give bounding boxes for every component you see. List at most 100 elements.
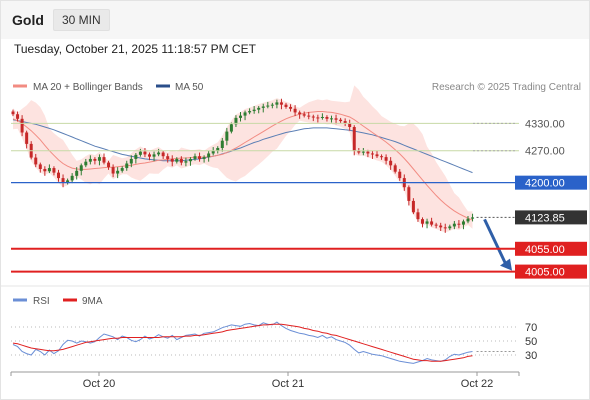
candle-body [289,106,293,109]
candle-body [361,151,365,153]
candle-body [452,223,456,227]
credit-text: Research © 2025 Trading Central [432,82,581,93]
candle-body [198,156,202,159]
candle-body [75,170,79,176]
candle-body [461,221,465,225]
candle-body [348,123,352,128]
candle-body [170,158,174,162]
level-tag-label-4055.00: 4055.00 [525,244,565,256]
candle-body [307,115,311,117]
level-tag-label-4123.85: 4123.85 [525,212,565,224]
timestamp: Tuesday, October 21, 2025 11:18:57 PM CE… [14,42,256,56]
candle-body [38,164,42,169]
candle-body [243,112,247,116]
candle-body [102,157,106,163]
candle-body [448,226,452,229]
rsi-tick-70: 70 [525,322,537,334]
candle-body [293,108,297,113]
ma50-legend-label: MA 50 [175,82,204,93]
candle-body [411,200,415,213]
candle-body [380,156,384,158]
bollinger-band [13,85,473,233]
forecast-arrow-head [500,258,512,271]
candle-body [416,212,420,220]
level-tag-4055.00 [515,241,587,256]
candle-body [166,156,170,159]
candle-body [302,114,306,116]
candle-body [70,175,74,181]
candle-body [111,167,115,174]
candle-body [184,161,188,163]
candle-body [43,168,47,172]
candle-body [421,219,424,224]
candle-body [125,163,129,169]
ma50-line [12,119,473,174]
level-tag-label-4200.00: 4200.00 [525,178,565,190]
candle-body [425,221,429,224]
candle-body [25,132,29,144]
candle-body [220,140,224,148]
interval-button[interactable]: 30 MIN [53,9,110,31]
candle-body [88,158,92,162]
candle-body [357,150,361,153]
level-tag-label-4005.00: 4005.00 [525,267,565,279]
candle-body [466,218,470,222]
candle-body [339,119,343,122]
candle-body [61,178,65,183]
level-tag-4200.00 [515,175,587,190]
x-tick-label: Oct 21 [272,378,304,390]
candle-body [93,158,97,161]
candle-body [343,121,347,124]
candle-body [175,158,179,162]
candle-body [398,171,402,179]
candle-body [157,152,161,155]
candle-body [366,151,370,154]
candle-body [216,147,220,151]
candle-body [229,124,233,132]
candle-body [430,221,434,225]
candle-body [325,116,329,119]
rsi-legend-label: RSI [33,296,50,307]
candle-body [188,158,192,162]
candle-body [270,104,274,106]
candle-body [384,157,388,161]
candle-body [225,131,229,141]
candle-body [375,154,379,157]
candle-body [393,165,397,172]
candle-body [152,154,156,157]
level-label-4270.00: 4270.00 [525,146,565,158]
candle-body [52,168,56,173]
price-panel [11,85,512,271]
forecast-arrow-shaft [483,218,508,266]
candle-body [34,157,38,165]
candle-body [434,224,438,226]
candle-body [138,151,142,155]
candle-body [257,107,261,110]
candle-body [11,111,15,115]
price-levels: 4330.00 4270.00 4200.00 4123.85 4055.00 4005.… [11,118,587,279]
candle-body [116,170,120,174]
rsi-ma-line [12,323,473,362]
rsi-tick-50: 50 [525,336,537,348]
candle-body [16,114,20,119]
candle-body [47,168,51,172]
ma20-legend-label: MA 20 + Bollinger Bands [33,82,143,93]
candle-body [389,160,393,166]
candle-body [284,104,288,107]
candle-body [207,153,211,158]
x-tick-label: Oct 20 [83,378,115,390]
candle-body [20,118,24,133]
candle-body [298,112,302,115]
candle-body [120,168,124,171]
rsi-line [12,321,473,364]
candle-body [57,172,60,179]
candle-body [193,156,197,159]
level-label-4330.00: 4330.00 [525,118,565,130]
candle-body [261,106,265,108]
x-tick-label: Oct 22 [461,378,493,390]
level-tag-4005.00 [515,264,587,279]
candle-body [211,150,215,154]
candle-body [202,157,206,159]
candle-body [443,227,447,229]
